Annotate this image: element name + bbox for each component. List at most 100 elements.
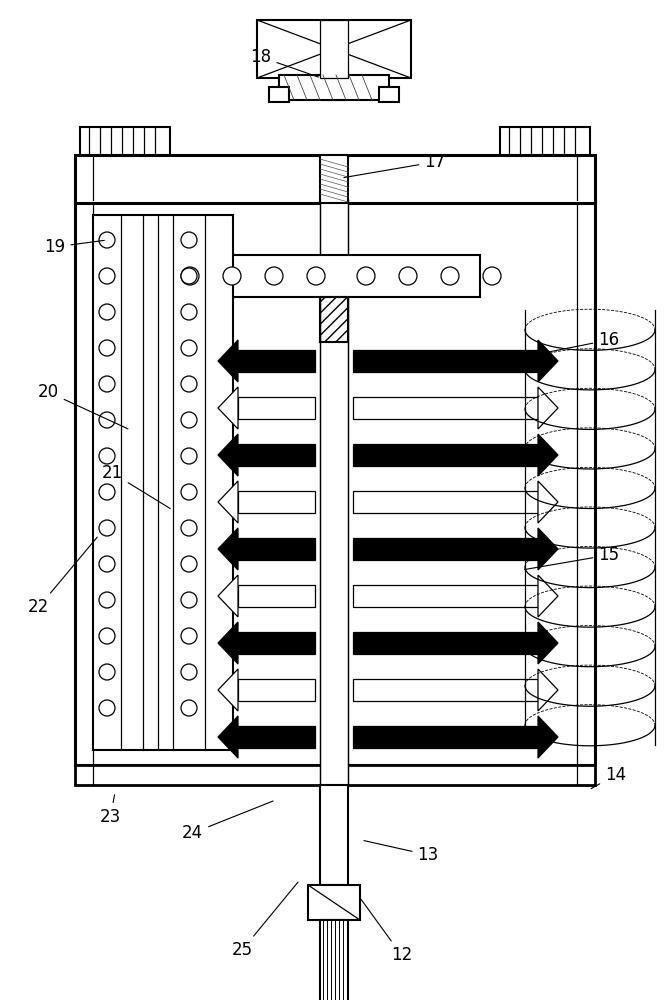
Polygon shape [538,434,558,476]
Bar [353,726,538,748]
Bar [238,444,315,466]
Circle shape [399,267,417,285]
Text: 24: 24 [182,801,273,842]
Circle shape [99,592,115,608]
Circle shape [181,267,199,285]
Bar [75,155,595,203]
Bar [257,20,411,78]
Bar [353,350,538,372]
Polygon shape [218,340,238,382]
Text: 13: 13 [364,841,439,864]
Bar [320,297,348,342]
Polygon shape [538,669,558,711]
Polygon shape [218,669,238,711]
Polygon shape [538,528,558,570]
Circle shape [181,448,197,464]
Bar [320,155,348,203]
Text: 21: 21 [102,464,170,509]
Bar [322,65,346,100]
Bar [320,785,348,885]
Bar [238,679,315,701]
Bar [238,350,315,372]
Circle shape [181,592,197,608]
Bar [170,255,480,297]
Bar [353,585,538,607]
Circle shape [99,412,115,428]
Circle shape [99,304,115,320]
Text: 16: 16 [511,331,619,359]
Polygon shape [218,481,238,523]
Circle shape [99,700,115,716]
Bar [75,200,595,765]
Polygon shape [218,575,238,617]
Circle shape [307,267,325,285]
Text: 15: 15 [524,546,619,570]
Circle shape [181,376,197,392]
Bar [238,585,315,607]
Text: 20: 20 [37,383,128,429]
Polygon shape [538,387,558,429]
Bar [238,491,315,513]
Bar [269,87,289,102]
Circle shape [99,448,115,464]
Circle shape [99,268,115,284]
Circle shape [99,376,115,392]
Text: 17: 17 [344,153,446,178]
Polygon shape [218,622,238,664]
Polygon shape [538,340,558,382]
Bar [353,444,538,466]
Circle shape [99,556,115,572]
Bar [238,632,315,654]
Bar [238,397,315,419]
Polygon shape [218,716,238,758]
Bar [93,215,233,750]
Circle shape [181,628,197,644]
Text: 14: 14 [591,766,626,789]
Circle shape [181,340,197,356]
Polygon shape [538,575,558,617]
Text: 19: 19 [44,238,104,256]
Bar [315,58,353,68]
Circle shape [181,304,197,320]
Bar [75,765,595,785]
Circle shape [181,520,197,536]
Polygon shape [218,528,238,570]
Bar [320,200,348,785]
Circle shape [441,267,459,285]
Circle shape [181,664,197,680]
Polygon shape [538,622,558,664]
Bar [320,20,348,78]
Circle shape [181,268,197,284]
Bar [80,127,170,155]
Bar [379,87,399,102]
Circle shape [181,412,197,428]
Polygon shape [538,481,558,523]
Polygon shape [538,716,558,758]
Circle shape [265,267,283,285]
Bar [353,632,538,654]
Bar [320,920,348,1000]
Circle shape [99,520,115,536]
Bar [238,538,315,560]
Polygon shape [218,434,238,476]
Circle shape [357,267,375,285]
Text: 23: 23 [100,795,121,826]
Circle shape [99,628,115,644]
Circle shape [223,267,241,285]
Circle shape [99,484,115,500]
Text: 22: 22 [28,537,97,616]
Circle shape [181,484,197,500]
Circle shape [483,267,501,285]
Bar [279,75,389,100]
Bar [238,726,315,748]
Circle shape [181,700,197,716]
Text: 12: 12 [359,897,412,964]
Circle shape [181,232,197,248]
Bar [353,679,538,701]
Text: 25: 25 [231,882,298,959]
Circle shape [99,664,115,680]
Bar [308,885,360,920]
Bar [353,491,538,513]
Circle shape [181,556,197,572]
Bar [353,397,538,419]
